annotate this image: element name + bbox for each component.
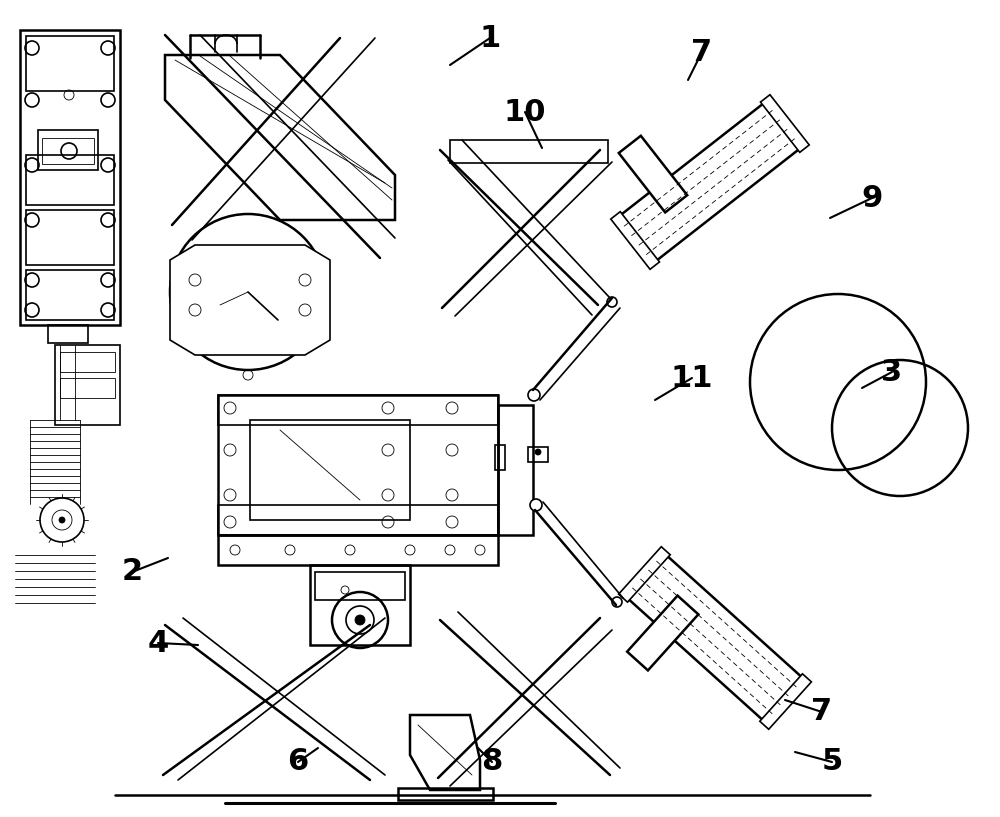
Polygon shape [619, 547, 670, 602]
Polygon shape [627, 596, 698, 671]
Text: 1: 1 [479, 24, 501, 52]
Polygon shape [760, 674, 811, 730]
Bar [398, 788, 493, 800]
Bar [250, 420, 410, 520]
Text: 2: 2 [121, 557, 143, 587]
Bar [26, 155, 114, 205]
Bar [26, 210, 114, 265]
Text: 7: 7 [691, 38, 713, 66]
Polygon shape [617, 100, 803, 263]
Text: 8: 8 [481, 748, 503, 776]
Circle shape [535, 449, 541, 455]
Bar [26, 270, 114, 320]
Bar [20, 30, 120, 325]
Polygon shape [410, 715, 480, 790]
Bar [48, 325, 88, 343]
Bar [218, 535, 498, 565]
Bar [310, 565, 410, 645]
Bar [60, 378, 115, 398]
Circle shape [607, 297, 617, 307]
Bar [315, 572, 405, 600]
Circle shape [612, 597, 622, 607]
Text: 7: 7 [811, 698, 833, 726]
Bar [218, 395, 498, 535]
Bar [498, 405, 533, 535]
Bar [26, 36, 114, 91]
Bar [60, 352, 115, 372]
Bar [495, 445, 505, 470]
Text: 4: 4 [147, 628, 169, 658]
Bar [218, 395, 498, 425]
Circle shape [59, 517, 65, 523]
Bar [42, 138, 94, 164]
Circle shape [355, 615, 365, 625]
Text: 10: 10 [504, 97, 546, 127]
Polygon shape [760, 95, 809, 152]
Polygon shape [619, 136, 687, 212]
Circle shape [530, 499, 542, 511]
Text: 6: 6 [287, 748, 309, 776]
Text: 3: 3 [881, 358, 903, 386]
Polygon shape [611, 212, 660, 270]
Text: 9: 9 [861, 184, 883, 212]
Bar [218, 505, 498, 535]
Polygon shape [165, 55, 395, 220]
Circle shape [245, 289, 251, 295]
Polygon shape [170, 245, 330, 355]
Text: 11: 11 [671, 364, 713, 392]
Bar [55, 345, 120, 425]
Text: 5: 5 [821, 748, 843, 776]
Circle shape [528, 389, 540, 401]
Bar [38, 130, 98, 170]
Bar [528, 447, 548, 462]
Polygon shape [625, 553, 805, 723]
